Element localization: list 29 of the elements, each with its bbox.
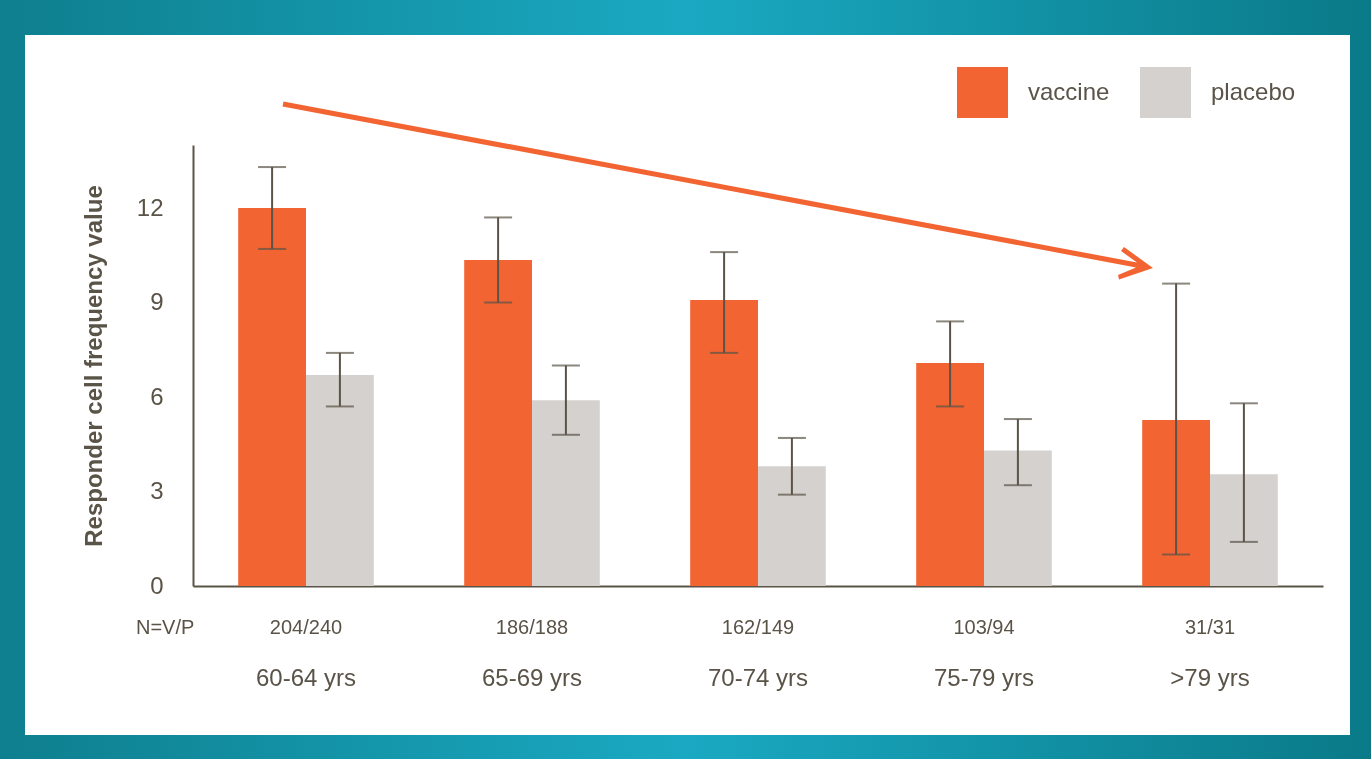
x-tick-label: 60-64 yrs	[255, 663, 357, 691]
bar	[758, 466, 826, 586]
text: 31/31	[1184, 616, 1236, 638]
legend-label: vaccine	[1028, 77, 1110, 105]
y-tick-label: 6	[150, 382, 164, 410]
y-axis-title: Responder cell frequency value	[79, 185, 107, 547]
bar	[1210, 474, 1278, 586]
x-tick-label: 75-79 yrs	[933, 663, 1035, 691]
bar	[690, 299, 758, 586]
bar	[1142, 420, 1210, 586]
y-tick-label: 9	[150, 288, 164, 315]
text: 204/240	[269, 616, 343, 638]
bar	[464, 259, 532, 586]
legend-label: placebo	[1211, 77, 1296, 105]
text: 162/149	[721, 616, 795, 638]
bar	[916, 362, 984, 586]
bar	[984, 450, 1052, 586]
text: 103/94	[953, 616, 1015, 638]
y-tick-label: 0	[150, 571, 164, 599]
bar	[306, 374, 374, 586]
text: 186/188	[495, 616, 569, 638]
bar	[532, 400, 600, 586]
x-tick-label: 65-69 yrs	[481, 663, 583, 691]
y-tick-label: 12	[136, 193, 164, 221]
x-tick-label: 70-74 yrs	[707, 663, 809, 691]
y-tick-label: 3	[150, 477, 164, 504]
x-tick-label: >79 yrs	[1170, 663, 1250, 691]
text: N=V/P	[136, 616, 195, 638]
bar	[238, 208, 306, 586]
